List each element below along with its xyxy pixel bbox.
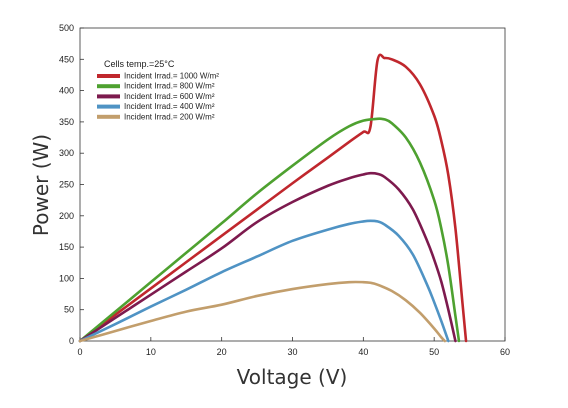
legend-entry-label: Incident Irrad.= 800 W/m² xyxy=(124,82,215,91)
y-tick-label: 200 xyxy=(59,211,74,221)
x-tick-label: 50 xyxy=(429,347,439,357)
axis-ticks: 0 10 20 30 40 50 60 0 50 100 150 200 250 300 350 400 450… xyxy=(59,23,510,357)
x-tick-label: 20 xyxy=(217,347,227,357)
legend-entry-label: Incident Irrad.= 200 W/m² xyxy=(124,112,215,121)
series-line-400 xyxy=(78,219,450,343)
legend-entry-label: Incident Irrad.= 400 W/m² xyxy=(124,102,215,111)
legend: Cells temp.=25°C Incident Irrad.= 1000 W/… xyxy=(97,59,219,121)
x-tick-label: 0 xyxy=(77,347,82,357)
x-tick-label: 60 xyxy=(500,347,510,357)
y-tick-label: 400 xyxy=(59,86,74,96)
y-tick-label: 350 xyxy=(59,117,74,127)
y-tick-label: 300 xyxy=(59,148,74,158)
y-axis-label: Power (W) xyxy=(29,134,53,236)
x-tick-label: 10 xyxy=(146,347,156,357)
legend-entry-label: Incident Irrad.= 600 W/m² xyxy=(124,92,215,101)
y-tick-label: 250 xyxy=(59,180,74,190)
y-tick-label: 0 xyxy=(69,336,74,346)
x-axis-label: Voltage (V) xyxy=(237,365,348,389)
legend-title: Cells temp.=25°C xyxy=(104,59,175,69)
y-tick-label: 150 xyxy=(59,242,74,252)
x-tick-label: 30 xyxy=(287,347,297,357)
y-tick-label: 450 xyxy=(59,54,74,64)
series-lines xyxy=(78,53,468,343)
series-line-200 xyxy=(78,280,447,343)
x-tick-label: 40 xyxy=(358,347,368,357)
legend-swatch xyxy=(97,84,120,89)
series-line-800 xyxy=(78,117,461,343)
y-tick-label: 50 xyxy=(64,305,74,315)
series-line-1000 xyxy=(78,53,468,343)
legend-swatch xyxy=(97,74,120,78)
legend-swatch xyxy=(97,114,120,119)
y-tick-label: 100 xyxy=(59,273,74,283)
legend-swatch xyxy=(97,94,120,99)
legend-entry-label: Incident Irrad.= 1000 W/m² xyxy=(124,72,219,81)
legend-swatch xyxy=(97,104,120,109)
series-line-600 xyxy=(78,171,457,343)
y-tick-label: 500 xyxy=(59,23,74,33)
